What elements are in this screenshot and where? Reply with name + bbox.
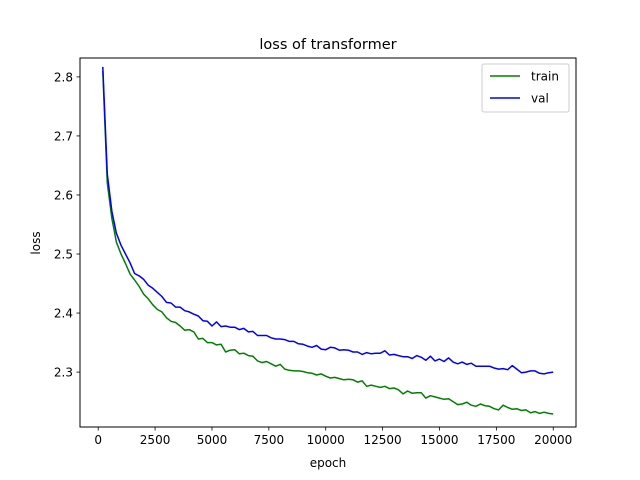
y-axis-ticks: 2.3 2.4 2.5 2.6 2.7 2.8 xyxy=(54,70,80,380)
x-tick-label: 7500 xyxy=(254,433,285,447)
y-tick-label: 2.6 xyxy=(54,188,73,202)
plot-area xyxy=(79,57,577,428)
axes-frame xyxy=(79,57,577,428)
lines-layer xyxy=(102,66,554,415)
x-axis-label: epoch xyxy=(310,456,347,470)
x-tick-label: 15000 xyxy=(420,433,458,447)
x-axis-ticks: 0 2500 5000 7500 10000 12500 15000 17500 20000 xyxy=(94,427,572,447)
y-tick-label: 2.7 xyxy=(54,129,73,143)
y-axis-label: loss xyxy=(29,231,43,254)
x-tick-label: 12500 xyxy=(364,433,402,447)
x-tick-label: 20000 xyxy=(534,433,572,447)
x-tick-label: 5000 xyxy=(197,433,228,447)
series-line-train xyxy=(102,70,554,415)
legend: train val xyxy=(481,63,570,113)
legend-label-val: val xyxy=(531,92,549,106)
x-tick-label: 2500 xyxy=(140,433,171,447)
x-tick-label: 10000 xyxy=(307,433,345,447)
y-tick-label: 2.8 xyxy=(54,70,73,84)
y-tick-label: 2.4 xyxy=(54,307,73,321)
y-tick-label: 2.5 xyxy=(54,248,73,262)
series-line-val xyxy=(102,66,554,375)
x-tick-label: 17500 xyxy=(477,433,515,447)
y-tick-label: 2.3 xyxy=(54,366,73,380)
legend-label-train: train xyxy=(531,70,559,84)
chart-title: loss of transformer xyxy=(259,37,396,53)
x-tick-label: 0 xyxy=(94,433,102,447)
